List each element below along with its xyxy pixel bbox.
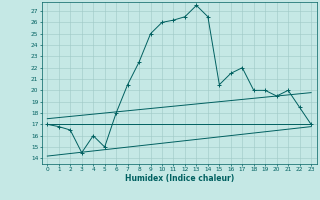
- X-axis label: Humidex (Indice chaleur): Humidex (Indice chaleur): [124, 174, 234, 183]
